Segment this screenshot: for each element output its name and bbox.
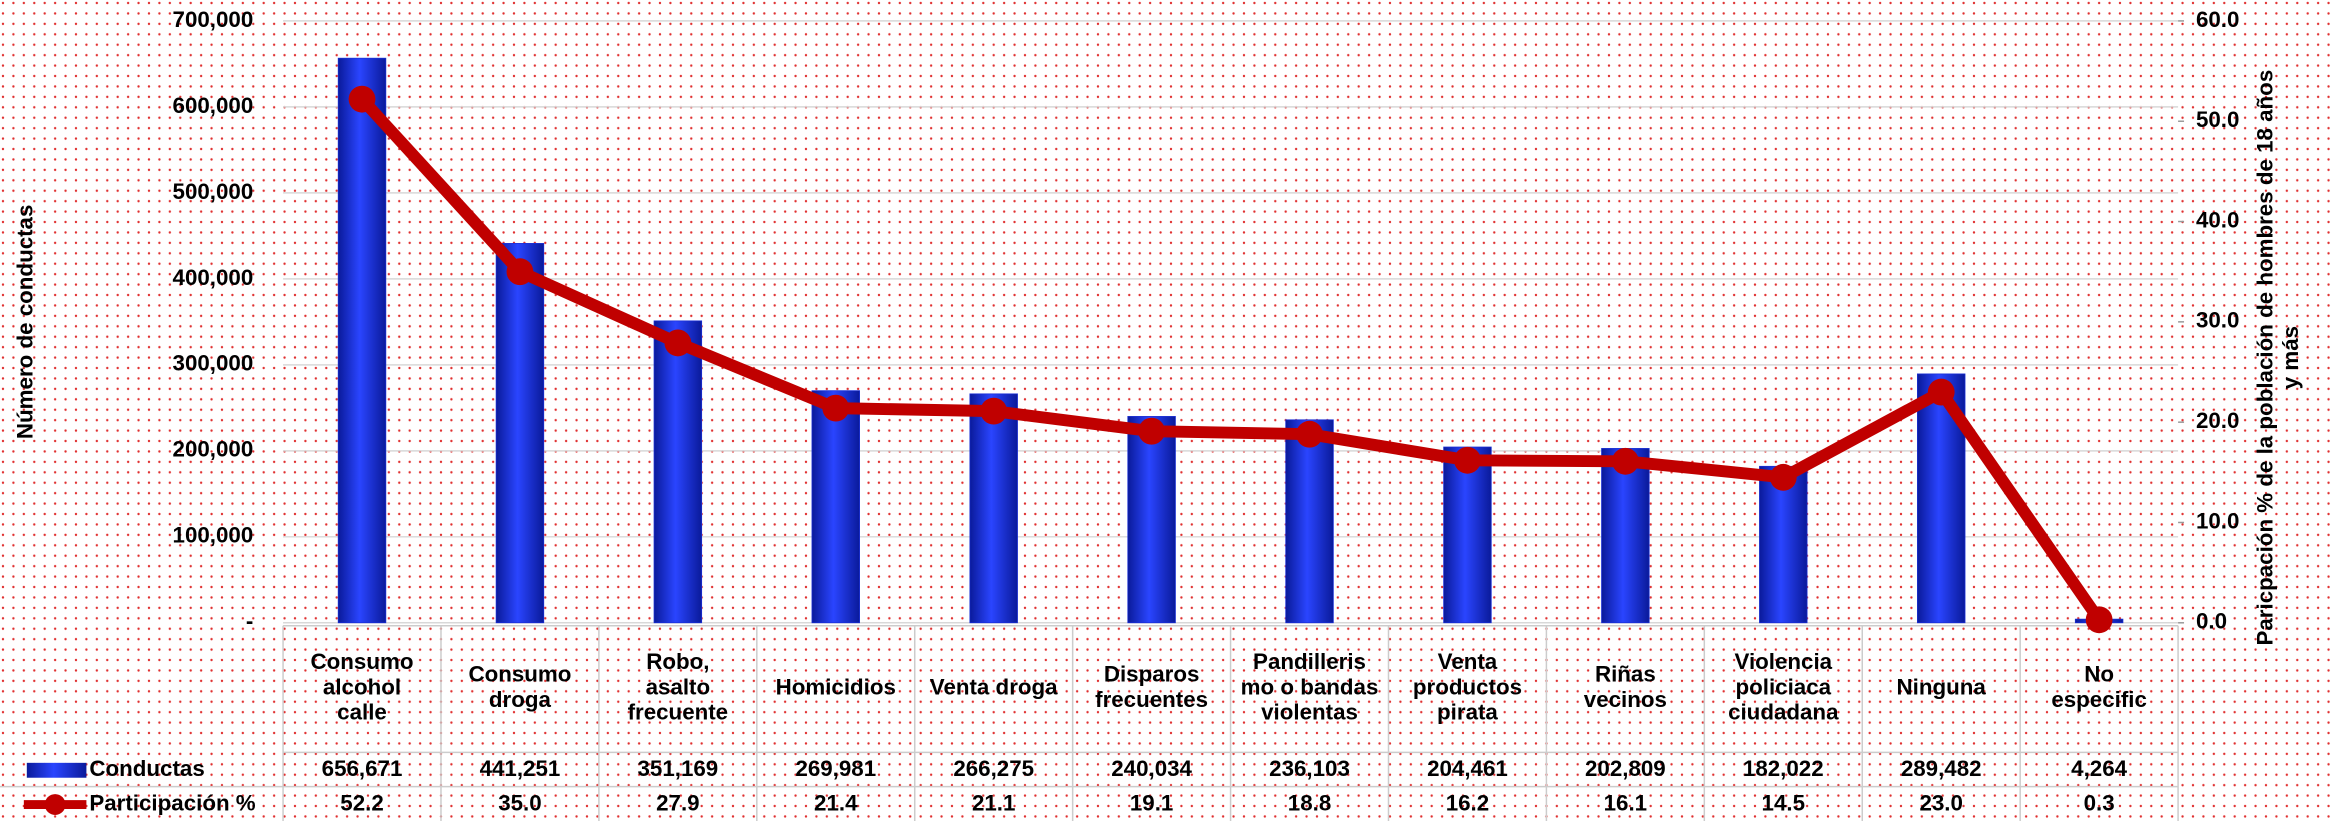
line-marker [664,329,692,357]
y2-axis-label: Paricpación % de la población de hombres… [2253,70,2303,646]
table-value: 204,461 [1427,756,1508,781]
bar [1759,465,1808,624]
x-tick-label: Pandilleris mo o bandas violentas [1241,649,1379,725]
x-tick-label: Riñas vecinos [1584,662,1667,712]
line-marker [1927,378,1955,406]
line-marker [1296,420,1323,448]
bar [337,57,387,624]
legend-label: Conductas [89,756,204,781]
table-value: 21.4 [814,790,858,815]
line-marker [1769,463,1797,491]
line-marker [1454,446,1481,474]
table-value: 4,264 [2071,756,2127,781]
y-tick-label: 600,000 [173,93,254,118]
bar [495,243,545,624]
legend-label: Participación % [89,790,255,815]
x-tick-label: No especific [2051,662,2147,712]
table-value: 16.1 [1604,790,1647,815]
y2-tick-label: 60.0 [2196,7,2239,32]
line-marker [348,85,376,113]
table-value: 289,482 [1901,756,1982,781]
line-marker [506,258,534,286]
x-tick-label: Robo, asalto frecuente [628,649,729,725]
line-marker [822,394,850,422]
x-tick-label: Venta droga [930,674,1058,699]
table-value: 35.0 [498,790,541,815]
table-value: 182,022 [1743,756,1824,781]
x-tick-label: Consumo droga [468,662,571,712]
bar [1285,419,1334,624]
y2-tick-label: 30.0 [2196,308,2239,333]
legend-swatch [44,794,66,815]
table-value: 441,251 [480,756,561,781]
bar [1127,416,1176,624]
y-axis-label: Número de conductas [13,205,38,439]
x-tick-label: Venta productos pirata [1413,649,1522,725]
table-value: 269,981 [795,756,876,781]
y-tick-label: 400,000 [173,265,254,290]
table-value: 21.1 [972,790,1015,815]
y2-tick-label: 10.0 [2196,508,2239,533]
table-value: 240,034 [1111,756,1192,781]
line-marker [1138,417,1166,445]
bar [1443,446,1492,624]
x-tick-label: Disparos frecuentes [1095,662,1208,712]
table-value: 27.9 [656,790,699,815]
bar [653,320,703,624]
y-tick-label: 700,000 [173,7,254,32]
bar [1601,448,1650,624]
x-tick-label: Violencia policiaca ciudadana [1728,649,1839,725]
y-tick-label: 100,000 [173,523,254,548]
x-tick-label: Consumo alcohol calle [311,649,414,725]
y-tick-label: - [246,609,253,634]
table-value: 236,103 [1269,756,1350,781]
x-tick-label: Ninguna [1897,674,1987,699]
bar [969,393,1018,624]
table-value: 23.0 [1919,790,1962,815]
y2-tick-label: 40.0 [2196,207,2239,232]
table-value: 18.8 [1288,790,1331,815]
table-value: 19.1 [1130,790,1173,815]
y-tick-label: 200,000 [173,437,254,462]
y-tick-label: 300,000 [173,351,254,376]
y2-tick-label: 0.0 [2196,609,2227,634]
x-tick-label: Homicidios [776,674,896,699]
table-value: 202,809 [1585,756,1666,781]
line-marker [1611,447,1639,475]
legend-swatch [26,762,87,778]
table-value: 14.5 [1762,790,1805,815]
table-value: 16.2 [1446,790,1489,815]
y2-tick-label: 50.0 [2196,107,2239,132]
y2-tick-label: 20.0 [2196,408,2239,433]
bar [811,390,860,624]
table-value: 266,275 [953,756,1034,781]
table-value: 52.2 [340,790,383,815]
table-value: 656,671 [322,756,403,781]
line-marker [980,397,1008,425]
table-value: 0.3 [2084,790,2115,815]
table-value: 351,169 [637,756,718,781]
y-tick-label: 500,000 [173,179,254,204]
line-marker [2085,606,2113,634]
line [357,95,2105,624]
